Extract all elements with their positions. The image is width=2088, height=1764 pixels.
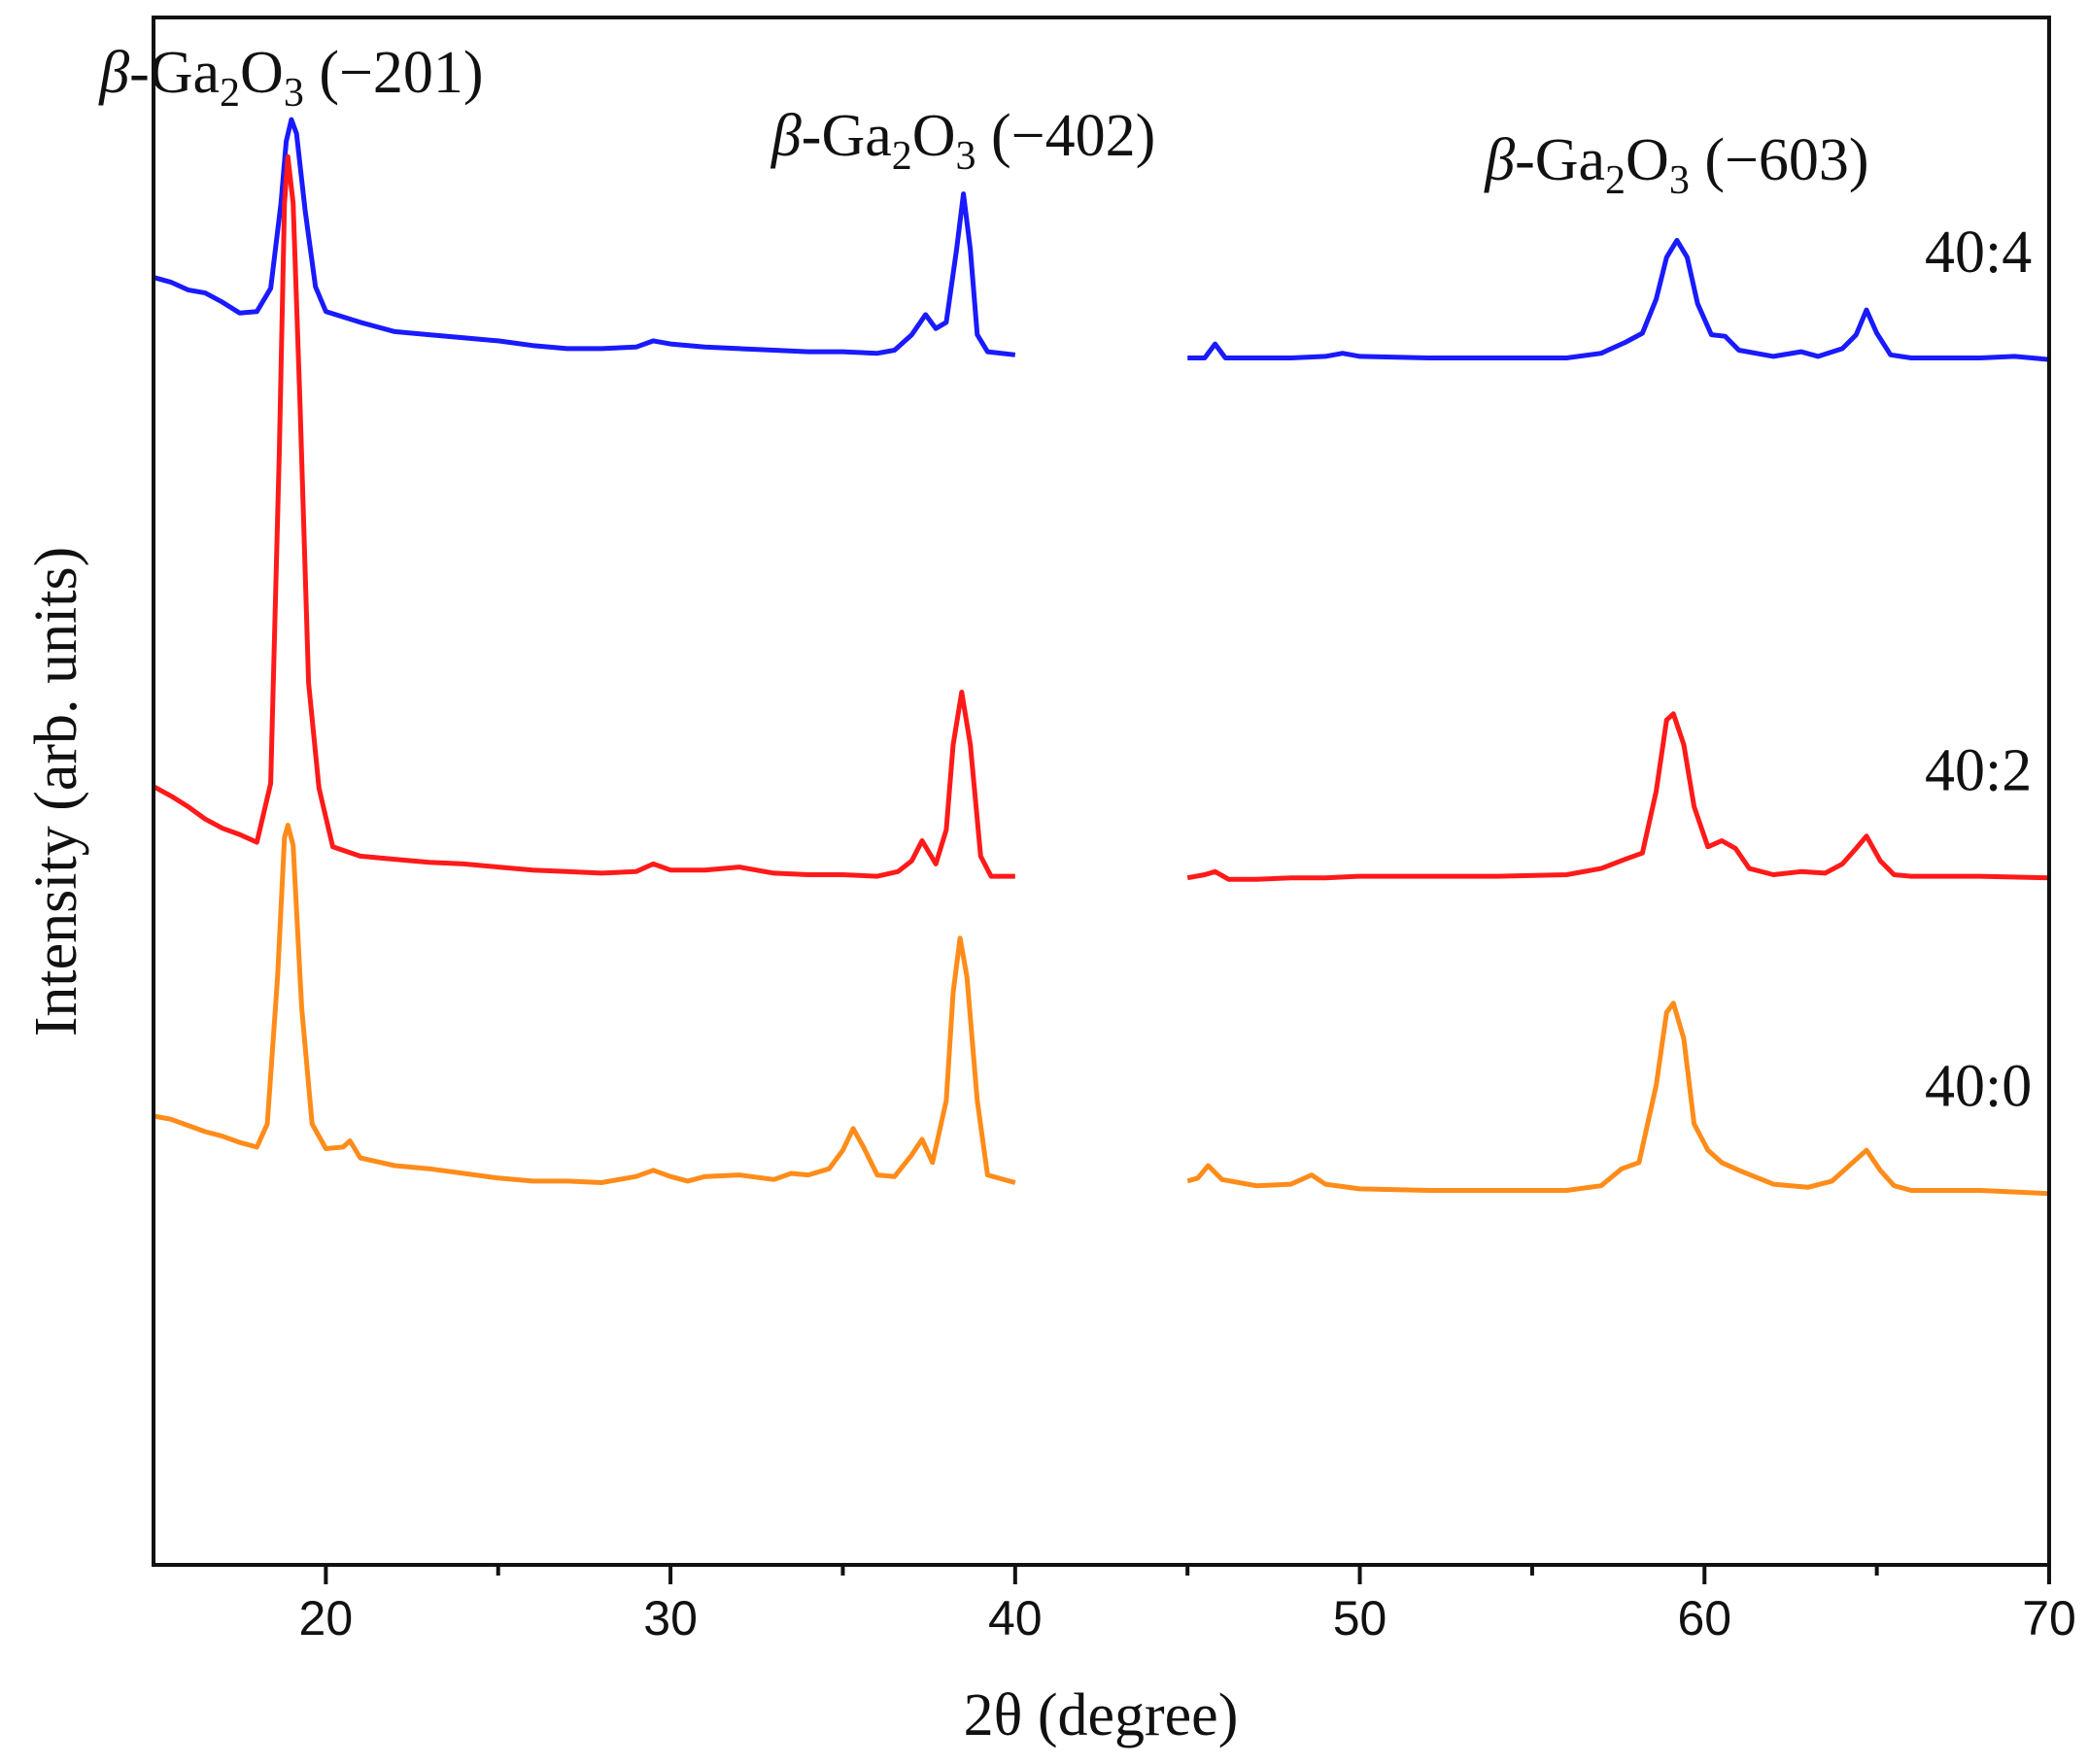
y-axis-label: Intensity (arb. units)	[23, 547, 89, 1037]
x-axis: 20 30 40 50 60 70	[299, 1565, 2076, 1645]
series-label-40-2: 40:2	[1925, 738, 2032, 804]
series-layer	[152, 117, 2050, 1197]
series-line-40-0-seg2	[1186, 1001, 2050, 1197]
series-line-40-2-seg2	[1186, 711, 2050, 882]
series-label-40-4: 40:4	[1925, 220, 2032, 286]
series-line-40-4-seg1	[153, 117, 1016, 357]
x-tick-label: 50	[1333, 1591, 1387, 1645]
x-tick-label: 60	[1677, 1591, 1731, 1645]
series-line-40-2-seg1	[152, 153, 1015, 879]
series-labels: 40:4 40:2 40:0	[1925, 220, 2032, 1120]
x-tick-label: 70	[2022, 1591, 2076, 1645]
peak-annotation: β-Ga2O3 (−402)	[770, 103, 1155, 179]
x-tick-label: 40	[988, 1591, 1043, 1645]
series-line-40-4-seg2	[1187, 237, 2050, 362]
peak-annotation: β-Ga2O3 (−201)	[98, 40, 483, 116]
series-label-40-0: 40:0	[1925, 1054, 2032, 1120]
series-line-40-0-seg1	[153, 823, 1016, 1185]
peak-annotation: β-Ga2O3 (−603)	[1484, 127, 1868, 203]
x-tick-label: 20	[299, 1591, 354, 1645]
peak-annotations: β-Ga2O3 (−201) β-Ga2O3 (−402) β-Ga2O3 (−60…	[98, 40, 1868, 203]
x-tick-label: 30	[643, 1591, 698, 1645]
plot-frame	[152, 16, 2051, 1567]
x-axis-label: 2θ (degree)	[964, 1682, 1239, 1748]
